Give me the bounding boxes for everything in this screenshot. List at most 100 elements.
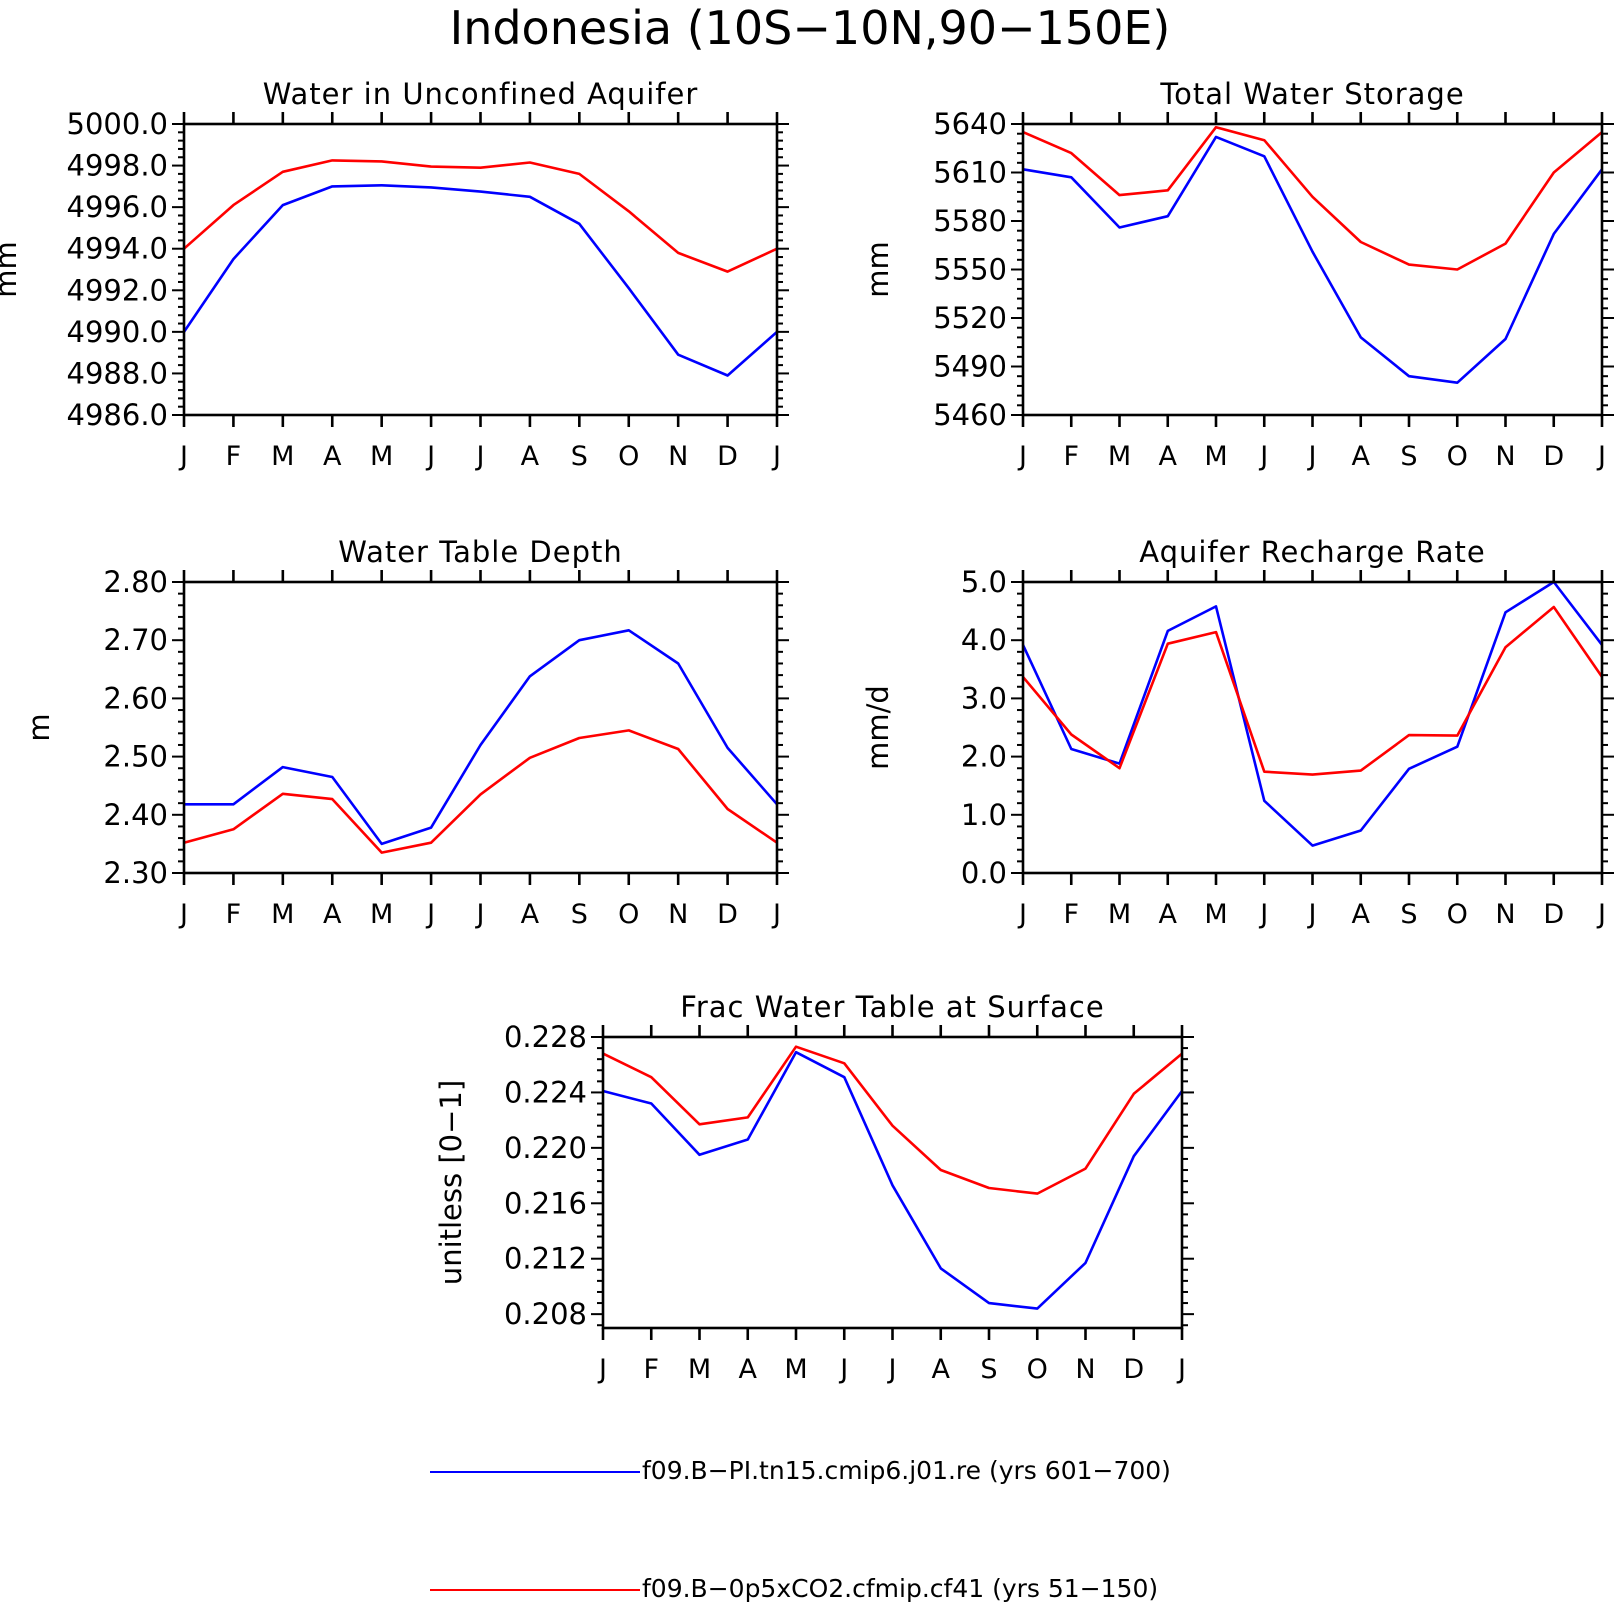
x-tick-label: M: [271, 899, 294, 930]
x-tick-label: N: [1495, 899, 1515, 930]
x-tick-label: J: [475, 441, 485, 472]
series-line-1: [184, 628, 778, 846]
legend-swatch-2: [430, 1589, 640, 1591]
series-line-1: [182, 184, 778, 377]
panel-title: Aquifer Recharge Rate: [1139, 535, 1486, 569]
x-tick-label: J: [178, 899, 188, 930]
series-line-1: [602, 1050, 1184, 1310]
panel-title: Water in Unconfined Aquifer: [263, 77, 699, 111]
x-tick-label: A: [739, 1354, 758, 1385]
x-tick-label: D: [1543, 899, 1564, 930]
x-tick-label: J: [771, 899, 781, 930]
x-tick-label: N: [668, 441, 688, 472]
x-tick-label: A: [323, 441, 342, 472]
x-tick-label: F: [226, 441, 242, 472]
y-tick-label: 0.216: [504, 1186, 587, 1220]
y-tick-label: 3.0: [961, 681, 1007, 715]
x-tick-label: S: [1400, 899, 1417, 930]
y-tick-label: 5520: [933, 301, 1007, 335]
x-tick-label: J: [1307, 441, 1317, 472]
x-tick-label: J: [425, 899, 435, 930]
y-tick-label: 5000.0: [67, 107, 168, 141]
series-line-2: [1022, 605, 1604, 776]
chart-panel-3: J F M A M J J A S O N D J2.302.402.502.602.702.80Wat…: [22, 535, 789, 930]
x-tick-label: D: [717, 441, 738, 472]
x-tick-label: A: [1352, 441, 1371, 472]
x-tick-label: J: [1176, 1354, 1186, 1385]
x-tick-label: F: [643, 1354, 659, 1385]
y-tick-label: 5580: [933, 204, 1007, 238]
x-tick-label: N: [668, 899, 688, 930]
y-axis-label: m: [22, 713, 56, 741]
y-tick-label: 2.40: [103, 798, 168, 832]
y-tick-label: 0.228: [504, 1020, 587, 1054]
y-tick-label: 5640: [933, 107, 1007, 141]
x-tick-label: J: [178, 441, 188, 472]
x-tick-label: M: [1204, 441, 1227, 472]
x-tick-label: F: [1063, 899, 1079, 930]
x-tick-label: M: [1108, 441, 1131, 472]
series-line-1: [1022, 135, 1604, 385]
x-tick-label: J: [838, 1354, 848, 1385]
y-tick-label: 5460: [933, 398, 1007, 432]
y-tick-label: 1.0: [961, 798, 1007, 832]
x-tick-label: J: [1596, 441, 1606, 472]
x-tick-label: S: [571, 899, 588, 930]
x-tick-label: O: [618, 441, 639, 472]
x-tick-label: A: [932, 1354, 951, 1385]
x-tick-label: J: [597, 1354, 607, 1385]
x-tick-label: A: [1159, 441, 1178, 472]
panel-title: Frac Water Table at Surface: [680, 990, 1104, 1024]
x-tick-label: A: [521, 441, 540, 472]
x-tick-label: A: [1352, 899, 1371, 930]
y-tick-label: 4.0: [961, 623, 1007, 657]
legend-swatch-1: [430, 1471, 640, 1473]
x-tick-label: S: [980, 1354, 997, 1385]
series-line-2: [602, 1045, 1183, 1195]
x-tick-label: J: [1258, 899, 1268, 930]
x-tick-label: O: [1447, 441, 1468, 472]
y-tick-label: 0.224: [504, 1075, 587, 1109]
y-tick-label: 4996.0: [67, 190, 168, 224]
x-tick-label: M: [1204, 899, 1227, 930]
chart-panel-2: J F M A M J J A S O N D J546054905520555055805610564…: [861, 77, 1614, 472]
panel-title: Water Table Depth: [338, 535, 623, 569]
x-tick-label: J: [771, 441, 781, 472]
x-tick-label: M: [688, 1354, 711, 1385]
x-tick-label: A: [1159, 899, 1178, 930]
y-tick-label: 4986.0: [67, 398, 168, 432]
chart-panel-5: J F M A M J J A S O N D J0.2080.2120.2160.2200.2240.…: [434, 990, 1194, 1385]
x-tick-label: F: [226, 899, 242, 930]
plot-frame: [1021, 580, 1604, 875]
x-tick-label: A: [521, 899, 540, 930]
panel-title: Total Water Storage: [1159, 77, 1464, 111]
legend-item-2: f09.B−0p5xCO2.cfmip.cf41 (yrs 51−150): [430, 1570, 1530, 1610]
y-tick-label: 0.208: [504, 1297, 587, 1331]
y-tick-label: 0.220: [504, 1131, 587, 1165]
legend-label-2: f09.B−0p5xCO2.cfmip.cf41 (yrs 51−150): [642, 1574, 1159, 1603]
x-tick-label: O: [618, 899, 639, 930]
x-tick-label: O: [1447, 899, 1468, 930]
x-tick-label: A: [323, 899, 342, 930]
y-tick-label: 2.50: [103, 740, 168, 774]
x-tick-label: N: [1495, 441, 1515, 472]
x-tick-label: D: [717, 899, 738, 930]
series-line-1: [1021, 580, 1604, 847]
y-tick-label: 5.0: [961, 565, 1007, 599]
y-tick-label: 4988.0: [67, 356, 168, 390]
y-tick-label: 0.0: [961, 856, 1007, 890]
y-tick-label: 2.0: [961, 740, 1007, 774]
series-line-2: [183, 159, 778, 273]
y-axis-label: unitless [0−1]: [434, 1080, 468, 1285]
legend-label-1: f09.B−PI.tn15.cmip6.j01.re (yrs 601−700): [642, 1456, 1171, 1485]
x-tick-label: D: [1123, 1354, 1144, 1385]
x-tick-label: J: [1017, 899, 1027, 930]
x-tick-label: J: [1017, 441, 1027, 472]
legend-item-1: f09.B−PI.tn15.cmip6.j01.re (yrs 601−700): [430, 1452, 1530, 1492]
y-tick-label: 2.70: [103, 623, 168, 657]
y-tick-label: 2.30: [103, 856, 168, 890]
y-tick-label: 0.212: [504, 1242, 587, 1276]
plot-frame: [182, 580, 779, 875]
